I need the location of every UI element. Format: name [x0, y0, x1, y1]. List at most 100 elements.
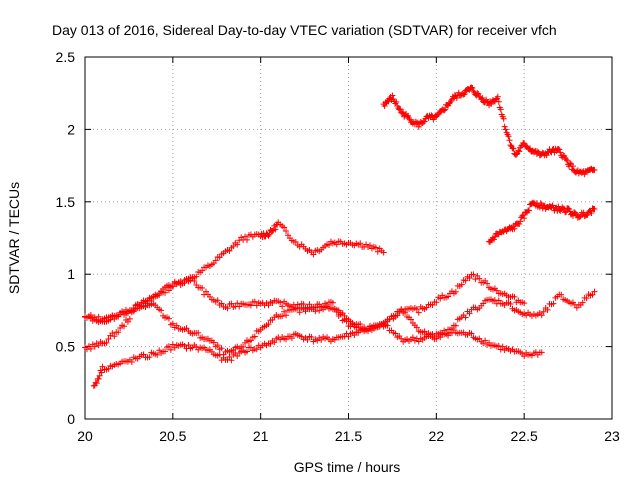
x-tick-label: 23 [604, 428, 620, 444]
data-point [588, 209, 595, 216]
data-point [95, 313, 102, 320]
data-point [474, 90, 481, 97]
data-point [91, 343, 98, 350]
data-point [128, 308, 135, 315]
data-point [107, 316, 114, 323]
data-point [365, 326, 372, 333]
data-point [500, 115, 507, 122]
data-point [337, 311, 344, 318]
data-point [521, 353, 528, 360]
data-point [433, 299, 440, 306]
data-point [312, 308, 319, 315]
data-point [230, 243, 237, 250]
data-point [393, 99, 400, 106]
data-point [343, 318, 350, 325]
data-point [441, 107, 448, 114]
data-point [526, 207, 533, 214]
data-point [462, 277, 469, 284]
data-point [345, 333, 352, 340]
data-point [469, 85, 476, 92]
data-point [272, 226, 279, 233]
data-point [92, 379, 99, 386]
data-point [316, 307, 323, 314]
data-point [357, 320, 364, 327]
data-point [244, 236, 251, 243]
data-point [87, 345, 94, 352]
data-point [466, 310, 473, 317]
series-track-e [380, 84, 598, 178]
data-point [103, 318, 110, 325]
data-point [521, 300, 528, 307]
data-point [333, 241, 340, 248]
data-point [228, 357, 235, 364]
data-point [413, 324, 420, 331]
data-point [234, 353, 241, 360]
data-point [579, 299, 586, 306]
data-point [146, 354, 153, 361]
y-tick-label: 2.5 [56, 49, 76, 65]
data-point [306, 301, 313, 308]
data-point [562, 209, 569, 216]
data-point [482, 337, 489, 344]
data-point [461, 90, 468, 97]
grid-layer [85, 57, 612, 419]
data-point [96, 372, 103, 379]
data-point [453, 95, 460, 102]
data-point [476, 275, 483, 282]
data-point [103, 339, 110, 346]
x-tick-label: 22 [429, 428, 445, 444]
data-point [212, 257, 219, 264]
data-point [300, 301, 307, 308]
data-point [216, 254, 223, 261]
data-point [460, 91, 467, 98]
data-point [409, 334, 416, 341]
data-point [199, 267, 206, 274]
data-point [516, 148, 523, 155]
data-point [381, 102, 388, 109]
data-point [126, 315, 133, 322]
x-tick-label: 21 [253, 428, 269, 444]
data-point [591, 288, 598, 295]
data-point [331, 305, 338, 312]
data-point [169, 341, 176, 348]
data-point [385, 98, 392, 105]
data-point [458, 281, 465, 288]
data-point [589, 291, 596, 298]
data-point [251, 298, 258, 305]
data-point [584, 211, 591, 218]
data-point [495, 297, 502, 304]
data-point [154, 351, 161, 358]
data-point [415, 338, 422, 345]
y-tick-label: 0 [67, 411, 75, 427]
data-point [445, 293, 452, 300]
data-point [325, 242, 332, 249]
data-point [516, 220, 523, 227]
data-point [93, 316, 100, 323]
data-point [281, 224, 288, 231]
data-point [499, 343, 506, 350]
data-point [283, 227, 290, 234]
data-point [226, 247, 233, 254]
data-point [366, 242, 373, 249]
data-point [271, 339, 278, 346]
data-point [470, 271, 477, 278]
data-point [495, 342, 502, 349]
data-point [169, 320, 176, 327]
data-point [511, 225, 518, 232]
data-point [421, 118, 428, 125]
data-point [214, 342, 221, 349]
y-axis-label: SDTVAR / TECUs [6, 182, 22, 294]
data-point [557, 149, 564, 156]
data-point [281, 308, 288, 315]
data-point [413, 306, 420, 313]
data-point [521, 215, 528, 222]
data-point [468, 330, 475, 337]
data-point [214, 297, 221, 304]
data-point [445, 332, 452, 339]
data-point [415, 309, 422, 316]
data-point [534, 148, 541, 155]
data-point [538, 349, 545, 356]
data-point [191, 277, 198, 284]
data-point [165, 315, 172, 322]
data-point [169, 283, 176, 290]
